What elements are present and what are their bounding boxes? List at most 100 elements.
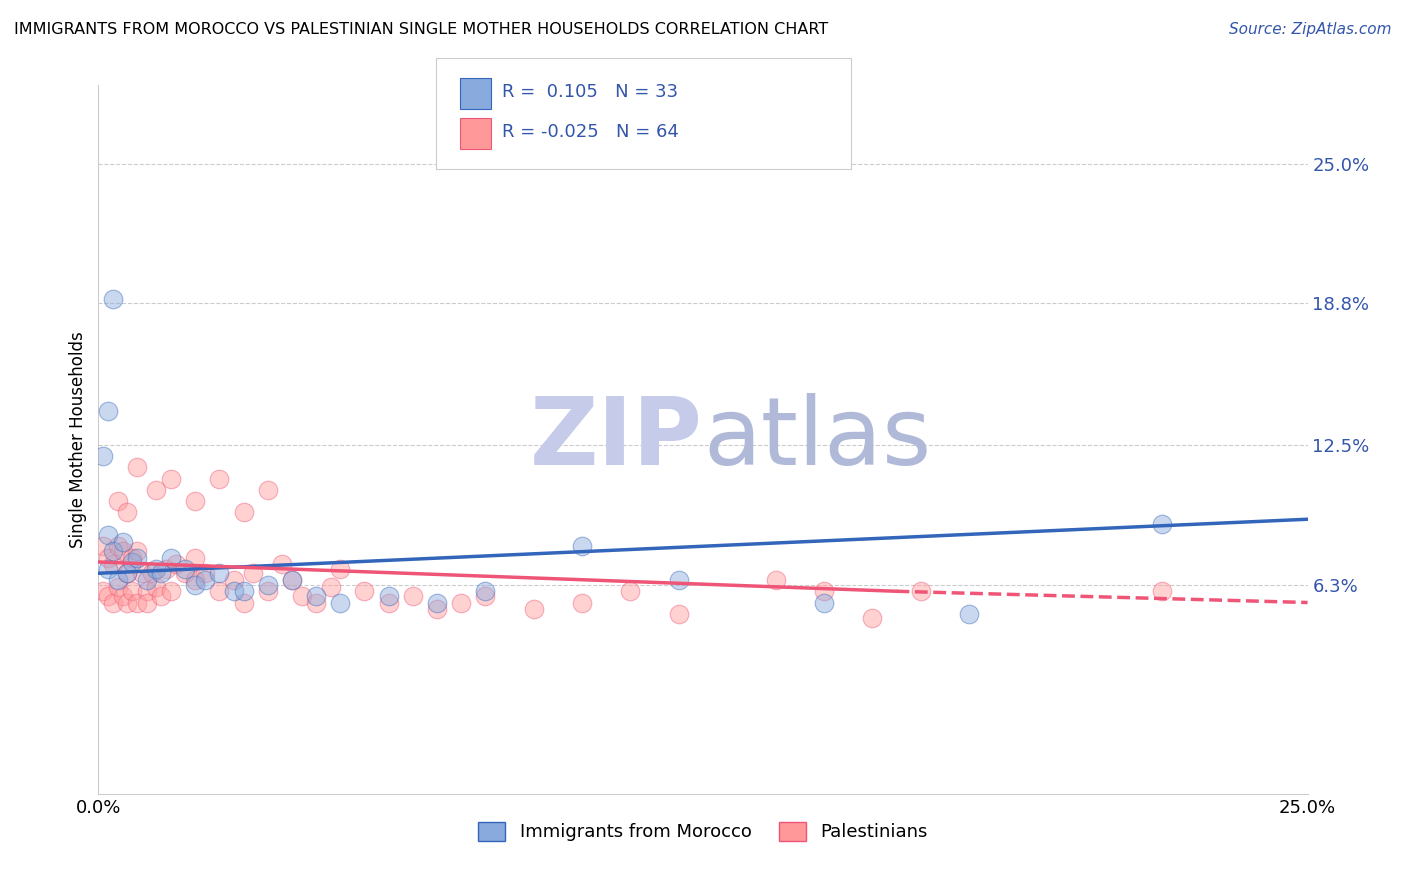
Point [127,460,149,475]
Point [117,506,139,520]
Point [145,483,167,497]
Point [160,472,183,486]
Point [523,602,546,616]
Point [107,539,129,553]
Point [474,584,496,599]
Point [107,494,129,508]
Point [329,595,352,609]
Point [135,584,157,599]
Point [571,539,593,553]
Point [232,595,254,609]
Text: atlas: atlas [703,393,931,485]
Point [668,573,690,587]
Point [184,550,207,565]
Point [222,573,245,587]
Point [184,577,207,591]
Point [111,589,134,603]
Point [97,404,120,418]
Point [271,558,294,572]
Point [111,543,134,558]
Point [232,584,254,599]
Point [290,589,312,603]
Point [160,584,183,599]
Point [208,566,231,581]
Point [135,573,157,587]
Point [91,584,114,599]
Point [101,595,124,609]
Point [232,506,254,520]
Legend: Immigrants from Morocco, Palestinians: Immigrants from Morocco, Palestinians [471,815,935,848]
Point [121,550,143,565]
Point [127,595,149,609]
Point [91,539,114,553]
Point [160,550,183,565]
Point [619,584,641,599]
Text: ZIP: ZIP [530,393,703,485]
Y-axis label: Single Mother Households: Single Mother Households [69,331,87,548]
Point [150,589,173,603]
Point [426,602,449,616]
Point [208,584,231,599]
Point [117,566,139,581]
Point [107,580,129,594]
Point [957,607,980,621]
Point [174,566,197,581]
Point [329,562,352,576]
Point [101,543,124,558]
Text: R =  0.105   N = 33: R = 0.105 N = 33 [502,83,678,101]
Point [121,555,143,569]
Point [305,595,328,609]
Point [117,566,139,581]
Point [426,595,449,609]
Point [101,558,124,572]
Point [860,611,883,625]
Point [141,566,163,581]
Point [813,595,835,609]
Point [165,558,187,572]
Point [281,573,304,587]
Point [97,589,120,603]
Point [97,528,120,542]
Point [910,584,932,599]
Point [1152,516,1174,531]
Point [305,589,328,603]
Point [813,584,835,599]
Point [377,595,399,609]
Point [1152,584,1174,599]
Point [222,584,245,599]
Point [450,595,472,609]
Point [127,550,149,565]
Point [131,566,153,581]
Point [281,573,304,587]
Point [571,595,593,609]
Point [101,292,124,306]
Point [121,584,143,599]
Point [474,589,496,603]
Text: IMMIGRANTS FROM MOROCCO VS PALESTINIAN SINGLE MOTHER HOUSEHOLDS CORRELATION CHAR: IMMIGRANTS FROM MOROCCO VS PALESTINIAN S… [14,22,828,37]
Point [117,595,139,609]
Point [668,607,690,621]
Point [135,595,157,609]
Point [127,543,149,558]
Point [256,483,278,497]
Point [194,573,217,587]
Point [319,580,342,594]
Point [145,562,167,576]
Point [402,589,425,603]
Point [150,566,173,581]
Point [256,584,278,599]
Point [208,472,231,486]
Point [184,573,207,587]
Text: Source: ZipAtlas.com: Source: ZipAtlas.com [1229,22,1392,37]
Point [256,577,278,591]
Point [765,573,787,587]
Point [91,449,114,463]
Text: R = -0.025   N = 64: R = -0.025 N = 64 [502,123,679,141]
Point [111,534,134,549]
Point [107,573,129,587]
Point [242,566,264,581]
Point [97,550,120,565]
Point [377,589,399,603]
Point [194,566,217,581]
Point [174,562,197,576]
